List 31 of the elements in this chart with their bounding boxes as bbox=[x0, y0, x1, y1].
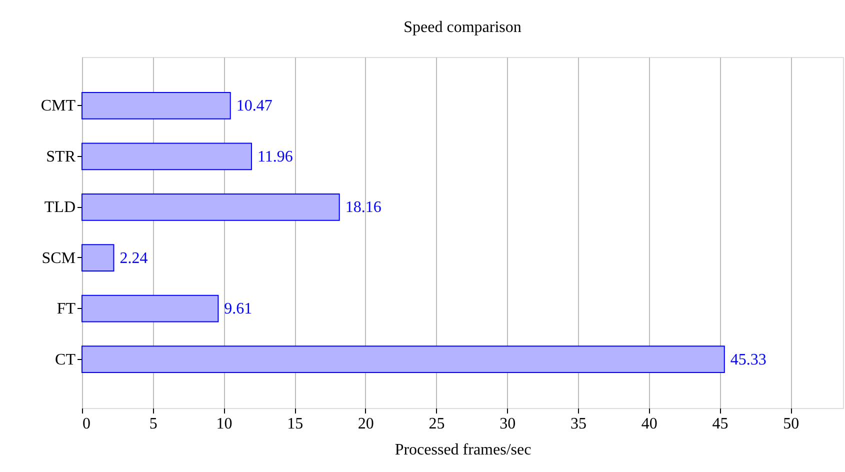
bar bbox=[82, 346, 725, 373]
bar bbox=[82, 142, 252, 170]
x-axis-title: Processed frames/sec bbox=[394, 442, 532, 458]
y-tick-label: SCM bbox=[42, 250, 76, 267]
x-tick-label: 25 bbox=[428, 416, 445, 432]
data-label: 10.47 bbox=[236, 98, 272, 115]
x-tick-label: 50 bbox=[783, 416, 800, 432]
bar bbox=[82, 193, 340, 221]
bar bbox=[82, 92, 231, 120]
x-tick-label: 20 bbox=[358, 416, 374, 432]
data-label: 45.33 bbox=[730, 351, 766, 368]
data-label: 11.96 bbox=[257, 148, 293, 166]
y-tick-label: CMT bbox=[40, 98, 76, 115]
y-tick-label: FT bbox=[56, 300, 76, 318]
data-label: 18.16 bbox=[345, 199, 382, 216]
bar bbox=[82, 244, 114, 272]
y-tick-label: TLD bbox=[44, 199, 76, 216]
bar bbox=[82, 294, 219, 322]
x-tick-label: 35 bbox=[570, 416, 586, 432]
chart-title: Speed comparison bbox=[404, 19, 522, 36]
y-tick-label: STR bbox=[46, 148, 76, 166]
x-tick-label: 15 bbox=[287, 416, 304, 432]
x-tick-label: 40 bbox=[641, 416, 658, 432]
x-tick-label: 0 bbox=[82, 416, 90, 432]
data-label: 2.24 bbox=[120, 250, 148, 267]
x-tick-label: 10 bbox=[216, 416, 232, 432]
x-tick-label: 30 bbox=[500, 416, 516, 432]
data-label: 9.61 bbox=[224, 300, 252, 318]
x-tick-label: 5 bbox=[149, 416, 158, 432]
y-tick-label: CT bbox=[55, 351, 76, 368]
x-tick-label: 45 bbox=[712, 416, 728, 432]
